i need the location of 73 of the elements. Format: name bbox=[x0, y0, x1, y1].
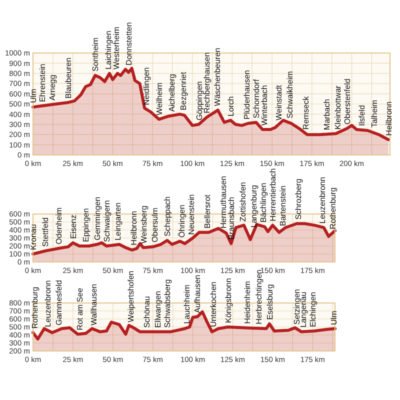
annotation: Marbach bbox=[322, 98, 332, 130]
annotation: Rothenburg bbox=[328, 187, 338, 230]
annotation: Rot am See bbox=[75, 287, 84, 330]
annotation: Wallhausen bbox=[90, 284, 99, 326]
annotation: Leuzenbronn bbox=[43, 280, 52, 327]
annotation: Weipertshofen bbox=[126, 270, 136, 322]
annotation: Eppingen bbox=[82, 208, 91, 242]
annotation: Winterbach bbox=[260, 85, 270, 126]
annotation: Öhringen bbox=[178, 204, 187, 238]
annotation: Bezgenriet bbox=[178, 71, 188, 110]
annotation: Schrozberg bbox=[294, 178, 304, 220]
annotation: Lauchheim bbox=[182, 284, 192, 324]
annotation: Donnstetten bbox=[124, 22, 134, 66]
annotation: Blaubeuren bbox=[64, 58, 74, 98]
annotation: Bächlingen bbox=[259, 182, 268, 222]
annotation: Ulm bbox=[29, 88, 38, 104]
annotation: Langenau bbox=[299, 292, 308, 328]
annotation: Bartenstein bbox=[278, 186, 288, 226]
annotation: Neidlingen bbox=[142, 67, 152, 106]
annotation: Hermuthausen bbox=[219, 176, 228, 228]
annotation: Herrentierbach bbox=[268, 168, 278, 222]
annotation: Lorch bbox=[226, 96, 236, 116]
annotation: Heilbronn bbox=[384, 101, 394, 136]
annotation: Zottishofen bbox=[238, 182, 248, 222]
annotation: Westerheim bbox=[112, 26, 121, 70]
annotation: Schönau bbox=[142, 296, 152, 328]
annotation: Ehrenstein bbox=[38, 64, 47, 102]
annotation: Eselsburg bbox=[265, 284, 274, 320]
annotation: Gemmingen bbox=[92, 196, 102, 240]
annotation: Weilheim bbox=[154, 82, 164, 116]
annotation: Remseck bbox=[302, 95, 311, 130]
annotation: Neuenstein bbox=[187, 194, 196, 235]
annotation: Ulm bbox=[329, 310, 338, 325]
annotation: Scheppach bbox=[163, 196, 172, 236]
annotation: Heidenheim bbox=[243, 280, 252, 324]
annotation: Braunsbach bbox=[227, 196, 236, 240]
annotation: Schwabsberg bbox=[163, 279, 172, 328]
annotation: Kleinbottwar bbox=[333, 85, 342, 130]
annotation: Arnegg bbox=[48, 74, 58, 101]
annotation: Odenheim bbox=[54, 207, 64, 244]
annotation: Stettfeld bbox=[40, 217, 50, 247]
annotation: Wäschenbeuren bbox=[213, 48, 222, 106]
annotation: Heilbronn bbox=[130, 210, 139, 246]
annotation: Königsbronn bbox=[224, 278, 233, 323]
annotation: Schorndorf bbox=[252, 78, 262, 118]
annotation: Eisenz bbox=[68, 214, 78, 239]
annotation: Obersulm bbox=[150, 207, 160, 242]
annotation: Aufhausen bbox=[192, 274, 202, 313]
annotation: Aichelberg bbox=[168, 74, 177, 112]
annotation: Setzingen bbox=[292, 289, 302, 325]
annotation: Elchingen bbox=[308, 292, 318, 327]
annotation: Laichingen bbox=[104, 30, 113, 70]
annotation: Rothenburg bbox=[30, 286, 40, 329]
annotation: Gammesfeld bbox=[54, 280, 64, 326]
annotation: Schwaigern bbox=[102, 200, 112, 242]
annotation: Rechberghausen bbox=[202, 52, 212, 114]
annotation: Ellwangen bbox=[154, 290, 163, 328]
annotation: Kronau bbox=[29, 224, 38, 250]
annotation: Sontheim bbox=[91, 37, 100, 72]
annotation: Ilsfeld bbox=[357, 105, 366, 126]
annotation: Langenburg bbox=[250, 184, 259, 228]
annotation: Weinsberg bbox=[139, 206, 148, 244]
annotation: Unterkochen bbox=[208, 282, 218, 327]
annotation: Leuzenbronn bbox=[318, 176, 328, 224]
annotation: Oberstenfeld bbox=[342, 78, 352, 124]
annotation: Plüderhausen bbox=[242, 70, 252, 120]
annotation: Talheim bbox=[370, 100, 380, 128]
annotation: Weinstadt bbox=[274, 84, 284, 120]
annotation: Herbrechtingen bbox=[254, 269, 264, 324]
annotation: Bellersrot bbox=[203, 194, 212, 228]
annotation: Göppingen bbox=[194, 81, 204, 120]
annotation: Schwaikheim bbox=[286, 70, 295, 118]
annotation: Leingarten bbox=[114, 202, 123, 240]
